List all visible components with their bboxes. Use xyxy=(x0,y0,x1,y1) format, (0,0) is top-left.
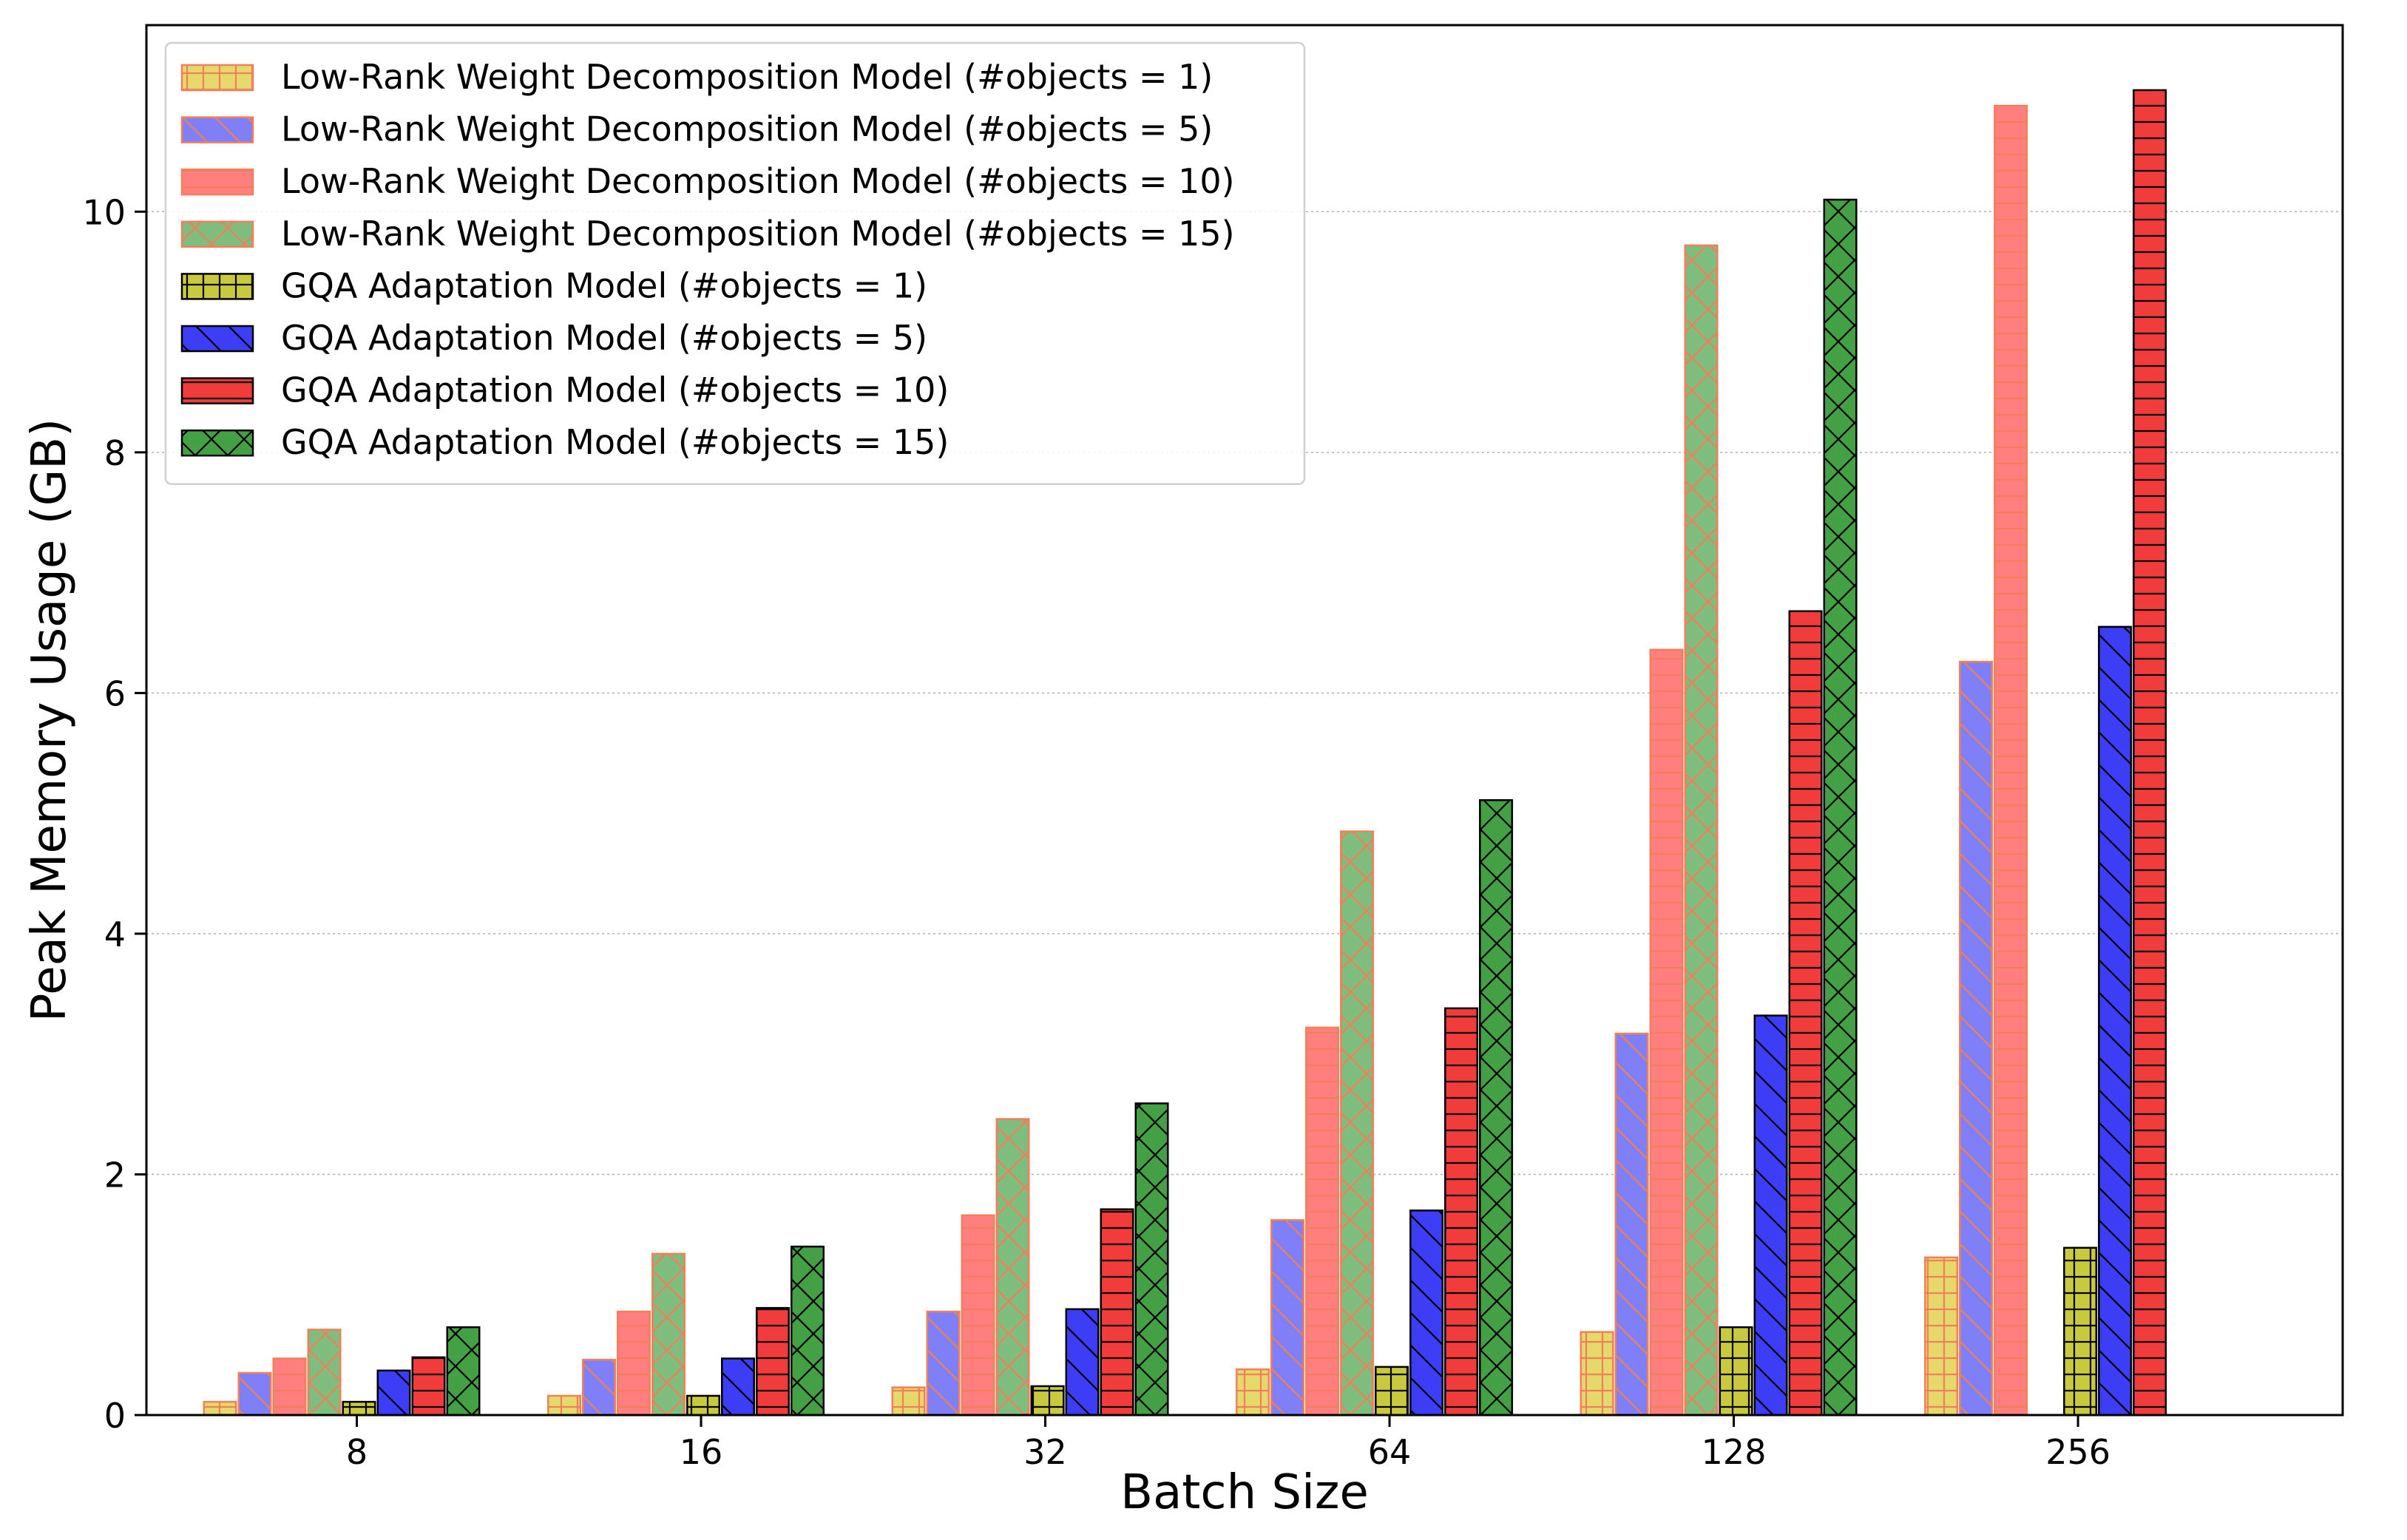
legend-label: Low-Rank Weight Decomposition Model (#ob… xyxy=(281,109,1213,149)
legend-swatch xyxy=(180,116,254,143)
legend-swatch xyxy=(180,273,254,300)
y-tick-label: 2 xyxy=(104,1155,126,1195)
legend-swatch xyxy=(180,168,254,196)
axes: 0 2 4 6 8 10 8 16 32 64 128 256 xyxy=(82,192,2110,1472)
bar xyxy=(203,1400,237,1417)
bar xyxy=(376,1369,411,1417)
bar xyxy=(2133,89,2167,1417)
x-tick-label: 32 xyxy=(1023,1432,1067,1472)
legend-label: GQA Adaptation Model (#objects = 15) xyxy=(281,422,949,462)
y-axis-label: Peak Memory Usage (GB) xyxy=(22,418,77,1022)
bar xyxy=(791,1245,825,1417)
y-tick-label: 0 xyxy=(104,1396,126,1436)
bar xyxy=(651,1252,686,1417)
bar xyxy=(1100,1208,1134,1417)
bar xyxy=(1649,648,1684,1417)
bar xyxy=(617,1310,651,1417)
bar xyxy=(582,1358,617,1417)
x-axis-label: Batch Size xyxy=(1120,1465,1369,1520)
x-tick-label: 8 xyxy=(346,1432,368,1472)
legend-label: Low-Rank Weight Decomposition Model (#ob… xyxy=(281,214,1235,254)
bar xyxy=(1375,1366,1409,1417)
bar xyxy=(237,1371,272,1417)
bar xyxy=(547,1394,582,1417)
bar xyxy=(1684,244,1719,1417)
legend-frame xyxy=(164,41,1306,486)
legend-swatch xyxy=(180,377,254,404)
bar xyxy=(721,1357,756,1417)
legend-swatch xyxy=(180,429,254,457)
bar xyxy=(1444,1007,1479,1417)
bar xyxy=(1030,1385,1065,1417)
bar xyxy=(1614,1032,1649,1417)
bar xyxy=(1959,660,1994,1417)
bar xyxy=(1065,1308,1100,1417)
legend-label: GQA Adaptation Model (#objects = 5) xyxy=(281,318,927,358)
legend: Low-Rank Weight Decomposition Model (#ob… xyxy=(164,41,1306,486)
bar xyxy=(1719,1326,1753,1417)
bar xyxy=(342,1400,376,1417)
x-tick-label: 64 xyxy=(1368,1432,1412,1472)
bar xyxy=(1236,1368,1270,1417)
y-tick-label: 4 xyxy=(104,915,126,954)
bar xyxy=(1994,104,2028,1417)
legend-label: GQA Adaptation Model (#objects = 10) xyxy=(281,370,949,410)
legend-swatch xyxy=(180,220,254,248)
y-tick-label: 6 xyxy=(104,674,126,713)
bar xyxy=(891,1386,926,1417)
y-tick-label: 10 xyxy=(82,192,126,232)
bar xyxy=(411,1356,446,1417)
bar xyxy=(1479,798,1514,1417)
legend-swatch xyxy=(180,325,254,353)
bar xyxy=(2063,1246,2098,1417)
x-tick-label: 128 xyxy=(1702,1432,1767,1472)
bar xyxy=(1788,610,1823,1417)
bar xyxy=(1753,1014,1788,1417)
bar xyxy=(1340,830,1375,1417)
bar xyxy=(686,1394,721,1417)
legend-swatch xyxy=(180,64,254,92)
plot-frame xyxy=(145,24,2344,1417)
legend-label: GQA Adaptation Model (#objects = 1) xyxy=(281,265,927,305)
bar xyxy=(1409,1210,1444,1417)
y-tick-label: 8 xyxy=(104,433,126,473)
x-tick-label: 256 xyxy=(2045,1432,2110,1472)
bar xyxy=(2098,625,2133,1417)
bar xyxy=(1134,1102,1169,1417)
bar xyxy=(756,1306,791,1417)
bar xyxy=(1924,1256,1959,1417)
bar xyxy=(1305,1026,1340,1417)
bar xyxy=(307,1329,342,1417)
legend-label: Low-Rank Weight Decomposition Model (#ob… xyxy=(281,57,1213,97)
bar xyxy=(1580,1331,1614,1417)
bar xyxy=(1270,1219,1305,1417)
bar xyxy=(926,1310,961,1417)
legend-label: Low-Rank Weight Decomposition Model (#ob… xyxy=(281,161,1235,201)
bar xyxy=(272,1357,307,1417)
x-tick-label: 16 xyxy=(680,1432,723,1472)
bar xyxy=(446,1326,481,1417)
bar xyxy=(995,1118,1030,1417)
bar xyxy=(1823,198,1858,1417)
bar xyxy=(961,1214,995,1417)
